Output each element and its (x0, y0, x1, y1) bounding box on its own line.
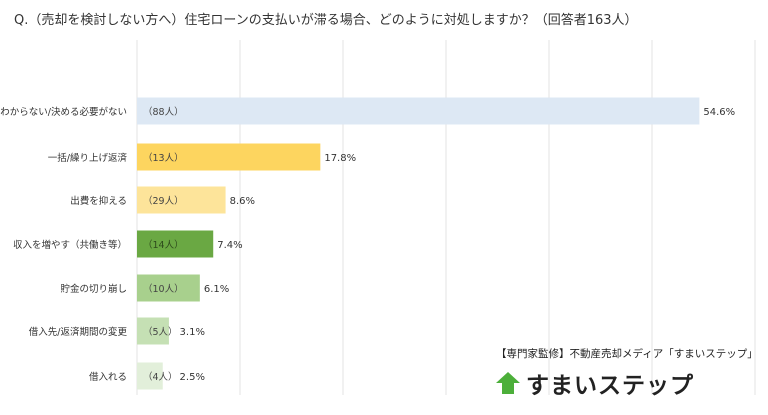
value-label: 6.1% (204, 284, 229, 295)
value-label: 17.8% (324, 153, 356, 164)
category-label: わからない/決める必要がない (0, 106, 127, 118)
brand-logo: すまいステップ (496, 366, 694, 400)
bar (137, 362, 163, 390)
bar (137, 317, 169, 345)
category-label: 貯金の切り崩し (60, 283, 127, 295)
category-label: 借入れる (89, 371, 127, 383)
bar (137, 186, 226, 214)
bar (137, 143, 321, 171)
count-label: （4人） (143, 371, 178, 383)
credit-text: 【専門家監修】不動産売却メディア「すまいステップ」 (496, 348, 758, 360)
count-label: （13人） (143, 152, 184, 164)
bar (137, 97, 700, 125)
house-arrow-icon (496, 372, 520, 394)
chart-title: Q.（売却を検討しない方へ）住宅ローンの支払いが滞る場合、どのように対処しますか… (14, 13, 638, 28)
count-label: （14人） (143, 239, 184, 251)
value-label: 8.6% (230, 196, 255, 207)
count-label: （29人） (143, 195, 184, 207)
bar (137, 274, 200, 302)
count-label: （10人） (143, 283, 184, 295)
bar (137, 230, 214, 258)
value-label: 3.1% (180, 327, 205, 338)
category-label: 出費を抑える (70, 195, 127, 207)
count-label: （5人） (143, 326, 178, 338)
category-label: 収入を増やす（共働き等） (13, 239, 127, 251)
category-label: 借入先/返済期間の変更 (29, 326, 128, 338)
value-label: 2.5% (180, 372, 205, 383)
value-label: 7.4% (217, 240, 242, 251)
value-label: 54.6% (703, 107, 735, 118)
logo-text: すまいステップ (526, 373, 694, 399)
count-label: （88人） (143, 106, 184, 118)
category-label: 一括/繰り上げ返済 (48, 152, 128, 164)
